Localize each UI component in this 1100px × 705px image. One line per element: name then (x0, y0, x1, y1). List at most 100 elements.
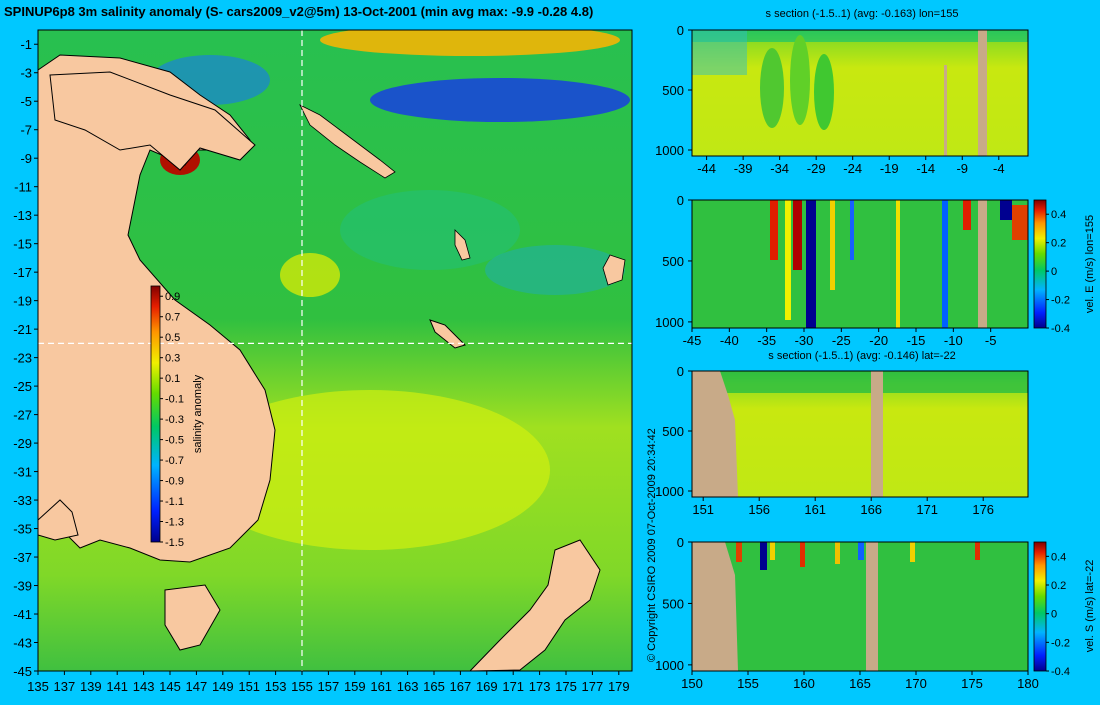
panel-4-y-tick-label-2: 1000 (655, 658, 684, 673)
panel-4-axes: 150 155 160 165 170 175 180 0 500 1000 (655, 535, 1039, 691)
panel-2-frame (691, 199, 1029, 329)
panel-3-y-tick-label-2: 1000 (655, 484, 684, 499)
panel-2-y-tick-label-0: 0 (677, 193, 684, 208)
map-y-tick-label-9: -19 (13, 294, 32, 309)
panel-2-jet-k (1000, 200, 1012, 220)
panel-2-axes: -45 -40 -35 -30 -25 -20 -15 -10 -5 0 500 1000 (655, 193, 996, 348)
panel-4-x-tick-label-3: 165 (849, 676, 871, 691)
map-feature-fresh-band (370, 78, 630, 122)
map-colorbar-tick-label-0: 0.9 (165, 291, 180, 303)
panel-2-x-tick-label-5: -20 (869, 333, 888, 348)
panel-4-x-tick-label-2: 160 (793, 676, 815, 691)
section-panel-1: s section (-1.5..1) (avg: -0.163) lon=15… (655, 8, 1029, 176)
map-x-tick-label-19: 173 (529, 679, 551, 694)
panel-3-frame (691, 370, 1029, 498)
map-colorbar-tick-label-5: -0.1 (165, 394, 184, 406)
panel-2-colorbar-label: vel. E (m/s) lon=155 (1084, 215, 1096, 313)
map-land-new-guinea (49, 71, 256, 171)
map-feature-coral-high (280, 253, 340, 297)
panel-4-y-tick-label-0: 0 (677, 535, 684, 550)
panel-3-land-mask (871, 371, 883, 497)
panel-2-jet-a (770, 200, 778, 260)
salinity-map: 135 137 139 141 143 145 147 149 151 153 155 157 159 1… (13, 29, 633, 694)
panel-1-y-tick-label-1: 500 (662, 83, 684, 98)
map-colorbar-tick-label-1: 0.7 (165, 312, 180, 324)
panel-1-x-tick-label-6: -14 (916, 161, 935, 176)
map-land-fiji (602, 254, 626, 286)
panel-1-island-mask (944, 65, 947, 156)
panel-4-jet-f (858, 542, 864, 560)
panel-2-jet-j (1012, 205, 1028, 240)
map-y-tick-label-5: -11 (14, 180, 32, 195)
panel-2-y-tick-label-1: 500 (662, 254, 684, 269)
map-x-tick-label-18: 171 (502, 679, 524, 694)
map-y-tick-label-15: -31 (13, 465, 32, 480)
map-colorbar-tick-label-8: -0.7 (165, 455, 184, 467)
map-land-vanuatu (454, 229, 471, 261)
map-y-tick-label-18: -37 (13, 550, 32, 565)
figure-title: SPINUP6p8 3m salinity anomaly (S- cars20… (4, 4, 593, 19)
map-y-tick-label-3: -7 (20, 123, 32, 138)
panel-2-x-tick-label-8: -5 (985, 333, 997, 348)
panel-3-x-tick-label-3: 166 (860, 502, 882, 517)
panel-2-x-tick-label-7: -10 (944, 333, 963, 348)
panel-3-x-tick-label-0: 151 (692, 502, 714, 517)
panel-1-x-tick-label-7: -9 (956, 161, 968, 176)
map-x-tick-label-21: 177 (582, 679, 604, 694)
panel-4-colorbar-tick-label-1: 0.2 (1051, 580, 1066, 592)
panel-1-plume-a (760, 48, 784, 128)
panel-4-x-tick-label-6: 180 (1017, 676, 1039, 691)
section-panel-3: s section (-1.5..1) (avg: -0.146) lat=-2… (655, 350, 1029, 517)
map-feature-tasman-high (190, 390, 550, 550)
panel-4-land-mask (866, 542, 878, 671)
panel-2-jet-i (963, 200, 971, 230)
panel-4-y-tick-label-1: 500 (662, 596, 684, 611)
map-x-tick-label-17: 169 (476, 679, 498, 694)
map-x-tick-label-3: 141 (106, 679, 128, 694)
panel-2-x-tick-label-3: -30 (795, 333, 814, 348)
map-colorbar-label: salinity anomaly (192, 374, 204, 453)
map-x-tick-label-13: 161 (370, 679, 392, 694)
panel-1-x-tick-label-3: -29 (807, 161, 826, 176)
panel-2-colorbar-tick-label-4: -0.4 (1051, 323, 1070, 335)
panel-1-x-tick-label-4: -24 (843, 161, 862, 176)
panel-2-jet-e (830, 200, 835, 290)
panel-2-colorbar-ticks: 0.4 0.2 0 -0.2 -0.4 (1046, 209, 1070, 335)
map-y-tick-label-19: -39 (13, 579, 32, 594)
map-x-tick-label-11: 157 (318, 679, 340, 694)
map-y-tick-label-7: -15 (13, 237, 32, 252)
panel-4-colorbar-tick-label-4: -0.4 (1051, 666, 1070, 678)
map-y-tick-label-16: -33 (13, 493, 32, 508)
panel-3-y-tick-label-0: 0 (677, 364, 684, 379)
map-colorbar-tick-label-12: -1.5 (165, 537, 184, 549)
panel-2-x-tick-label-6: -15 (907, 333, 926, 348)
panel-4-colorbar-tick-label-2: 0 (1051, 609, 1057, 621)
map-x-tick-label-12: 159 (344, 679, 366, 694)
map-land-tasmania (164, 584, 221, 651)
map-colorbar-tick-label-9: -0.9 (165, 476, 184, 488)
map-y-tick-label-21: -43 (13, 636, 32, 651)
panel-3-x-tick-label-5: 176 (972, 502, 994, 517)
map-y-tick-label-13: -27 (13, 408, 32, 423)
panel-4-x-tick-label-0: 150 (681, 676, 703, 691)
panel-4-field (692, 542, 1028, 671)
map-colorbar: 0.9 0.7 0.5 0.3 0.1 -0.1 -0.3 -0.5 -0.7 -0.9 -1.1 -… (150, 285, 204, 549)
map-y-tick-label-6: -13 (13, 208, 32, 223)
panel-2-x-tick-label-1: -40 (720, 333, 739, 348)
panel-2-jet-f (850, 200, 854, 260)
panel-4-colorbar-ticks: 0.4 0.2 0 -0.2 -0.4 (1046, 551, 1070, 678)
panel-2-colorbar-tick-label-2: 0 (1051, 266, 1057, 278)
panel-2-jet-h (942, 200, 948, 328)
panel-2-jet-c (793, 200, 802, 270)
map-x-tick-label-16: 167 (450, 679, 472, 694)
panel-3-surface-layer (692, 371, 1028, 393)
panel-1-x-tick-label-1: -39 (734, 161, 753, 176)
panel-2-y-tick-label-2: 1000 (655, 315, 684, 330)
panel-1-field (692, 30, 1028, 156)
panel-4-jet-g (910, 542, 915, 562)
map-x-tick-label-10: 155 (291, 679, 313, 694)
panel-3-x-tick-label-1: 156 (748, 502, 770, 517)
